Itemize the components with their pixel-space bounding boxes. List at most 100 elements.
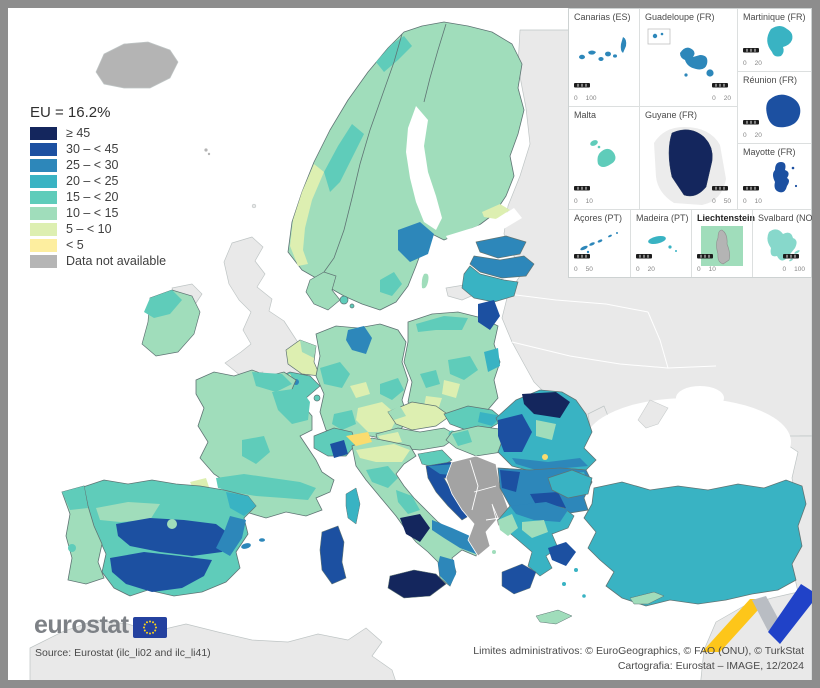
eurostat-logo: eurostat bbox=[34, 611, 167, 640]
scale-max: 10 bbox=[585, 198, 593, 205]
region-tuscany bbox=[366, 466, 398, 488]
inset-title-liechtenstein: Liechtenstein bbox=[697, 213, 756, 223]
scale-bar-acores: 0 50 bbox=[574, 247, 593, 273]
region-menorca bbox=[259, 538, 265, 542]
scale-max: 20 bbox=[647, 266, 655, 273]
scale-max: 100 bbox=[794, 266, 805, 273]
source-note: Source: Eurostat (ilc_li02 and ilc_li41) bbox=[35, 647, 211, 659]
region-spain-center-blue bbox=[116, 518, 232, 556]
legend-label: 15 – < 20 bbox=[66, 190, 119, 204]
reunion-map bbox=[766, 94, 801, 128]
legend-label: < 5 bbox=[66, 238, 84, 252]
region-france-south bbox=[216, 474, 316, 500]
inset-title-canarias: Canarias (ES) bbox=[574, 12, 631, 22]
faroe-islands-2 bbox=[207, 152, 211, 156]
region-italy-center bbox=[396, 490, 420, 514]
scale-icon bbox=[743, 48, 759, 53]
region-netherlands-north bbox=[300, 340, 316, 358]
region-germany-center bbox=[350, 382, 370, 398]
scale-min: 0 bbox=[743, 132, 747, 139]
credits-line-2: Cartografia: Eurostat – IMAGE, 12/2024 bbox=[617, 660, 804, 673]
germany bbox=[315, 323, 409, 439]
legend-row: Data not available bbox=[30, 254, 166, 268]
region-gotland bbox=[421, 273, 429, 289]
inset-liechtenstein: Liechtenstein 0 10 bbox=[691, 209, 756, 277]
aegean-island-1 bbox=[562, 582, 566, 586]
legend-row: 25 – < 30 bbox=[30, 158, 166, 172]
inset-guadeloupe: Guadeloupe (FR) 0 20 bbox=[639, 9, 737, 106]
denmark bbox=[305, 271, 355, 311]
region-poland-coast bbox=[416, 316, 468, 332]
region-slovakia-east bbox=[478, 412, 502, 426]
region-poland-podlaskie bbox=[478, 300, 500, 330]
scale-min: 0 bbox=[697, 266, 701, 273]
legend-label: 10 – < 15 bbox=[66, 206, 119, 220]
region-iceland bbox=[95, 41, 179, 89]
region-ireland-northwest bbox=[144, 290, 182, 318]
region-hungary-west bbox=[452, 430, 472, 446]
legend-row: 5 – < 10 bbox=[30, 222, 166, 236]
legend-swatch bbox=[30, 190, 57, 204]
legend-swatch bbox=[30, 126, 57, 140]
region-turkey-thrace bbox=[547, 469, 593, 499]
region-valencia-murcia bbox=[216, 516, 246, 556]
scale-icon bbox=[636, 254, 652, 259]
region-norway-north bbox=[376, 36, 412, 72]
st-martin-box bbox=[647, 28, 670, 45]
scale-icon bbox=[782, 254, 799, 259]
inset-title-reunion: Réunion (FR) bbox=[743, 75, 798, 85]
faroe-islands bbox=[204, 148, 208, 152]
scale-min: 0 bbox=[743, 198, 747, 205]
guyane-map bbox=[653, 127, 726, 205]
martinique-shape bbox=[767, 26, 793, 57]
guyane-shape bbox=[668, 129, 713, 197]
region-denmark-zealand bbox=[339, 295, 349, 305]
region-greece-north bbox=[510, 502, 568, 522]
legend-swatch bbox=[30, 238, 57, 252]
scale-min: 0 bbox=[743, 60, 747, 67]
region-crete bbox=[535, 609, 573, 625]
aegean-island-3 bbox=[582, 594, 586, 598]
region-thessaly bbox=[522, 520, 548, 538]
region-germany-northwest-blue bbox=[346, 326, 372, 354]
ionian-island bbox=[492, 550, 496, 554]
legend-label: 5 – < 10 bbox=[66, 222, 112, 236]
inset-title-guadeloupe: Guadeloupe (FR) bbox=[645, 12, 715, 22]
legend-row: 10 – < 15 bbox=[30, 206, 166, 220]
scale-icon bbox=[574, 254, 590, 259]
region-romania-south bbox=[512, 458, 588, 470]
east-internal-borders bbox=[507, 293, 717, 369]
scandinavia-borders bbox=[323, 23, 447, 273]
canarias-map bbox=[579, 37, 627, 61]
acores-islands bbox=[579, 232, 618, 254]
legend-label: ≥ 45 bbox=[66, 126, 91, 140]
scale-min: 0 bbox=[782, 266, 787, 273]
mayotte-map bbox=[773, 162, 798, 193]
svalbard-islands bbox=[767, 229, 800, 262]
scandinavia bbox=[287, 21, 525, 311]
legend-label: 20 – < 25 bbox=[66, 174, 119, 188]
legend-swatch bbox=[30, 142, 57, 156]
gulf-of-finland bbox=[446, 208, 522, 248]
scale-icon bbox=[574, 186, 590, 191]
region-calabria bbox=[438, 556, 456, 586]
romania bbox=[495, 389, 597, 473]
legend-row: 15 – < 20 bbox=[30, 190, 166, 204]
scale-bar-svalbard: 0 100 bbox=[782, 247, 805, 273]
legend-swatch bbox=[30, 158, 57, 172]
italy bbox=[319, 432, 481, 599]
region-po-valley bbox=[356, 444, 410, 462]
legend-row: 30 – < 45 bbox=[30, 142, 166, 156]
eu-flag-icon bbox=[132, 617, 167, 638]
region-corsica bbox=[345, 487, 361, 525]
region-castilla-leon bbox=[96, 502, 160, 522]
inset-title-acores: Açores (PT) bbox=[574, 213, 623, 223]
region-catalonia bbox=[226, 492, 256, 516]
scale-bar-malta: 0 10 bbox=[574, 179, 593, 205]
scale-min: 0 bbox=[636, 266, 640, 273]
legend-row: ≥ 45 bbox=[30, 126, 166, 140]
mayotte-islands bbox=[773, 162, 798, 193]
scale-bar-liechtenstein: 0 10 bbox=[697, 247, 716, 273]
scale-icon bbox=[712, 186, 729, 191]
